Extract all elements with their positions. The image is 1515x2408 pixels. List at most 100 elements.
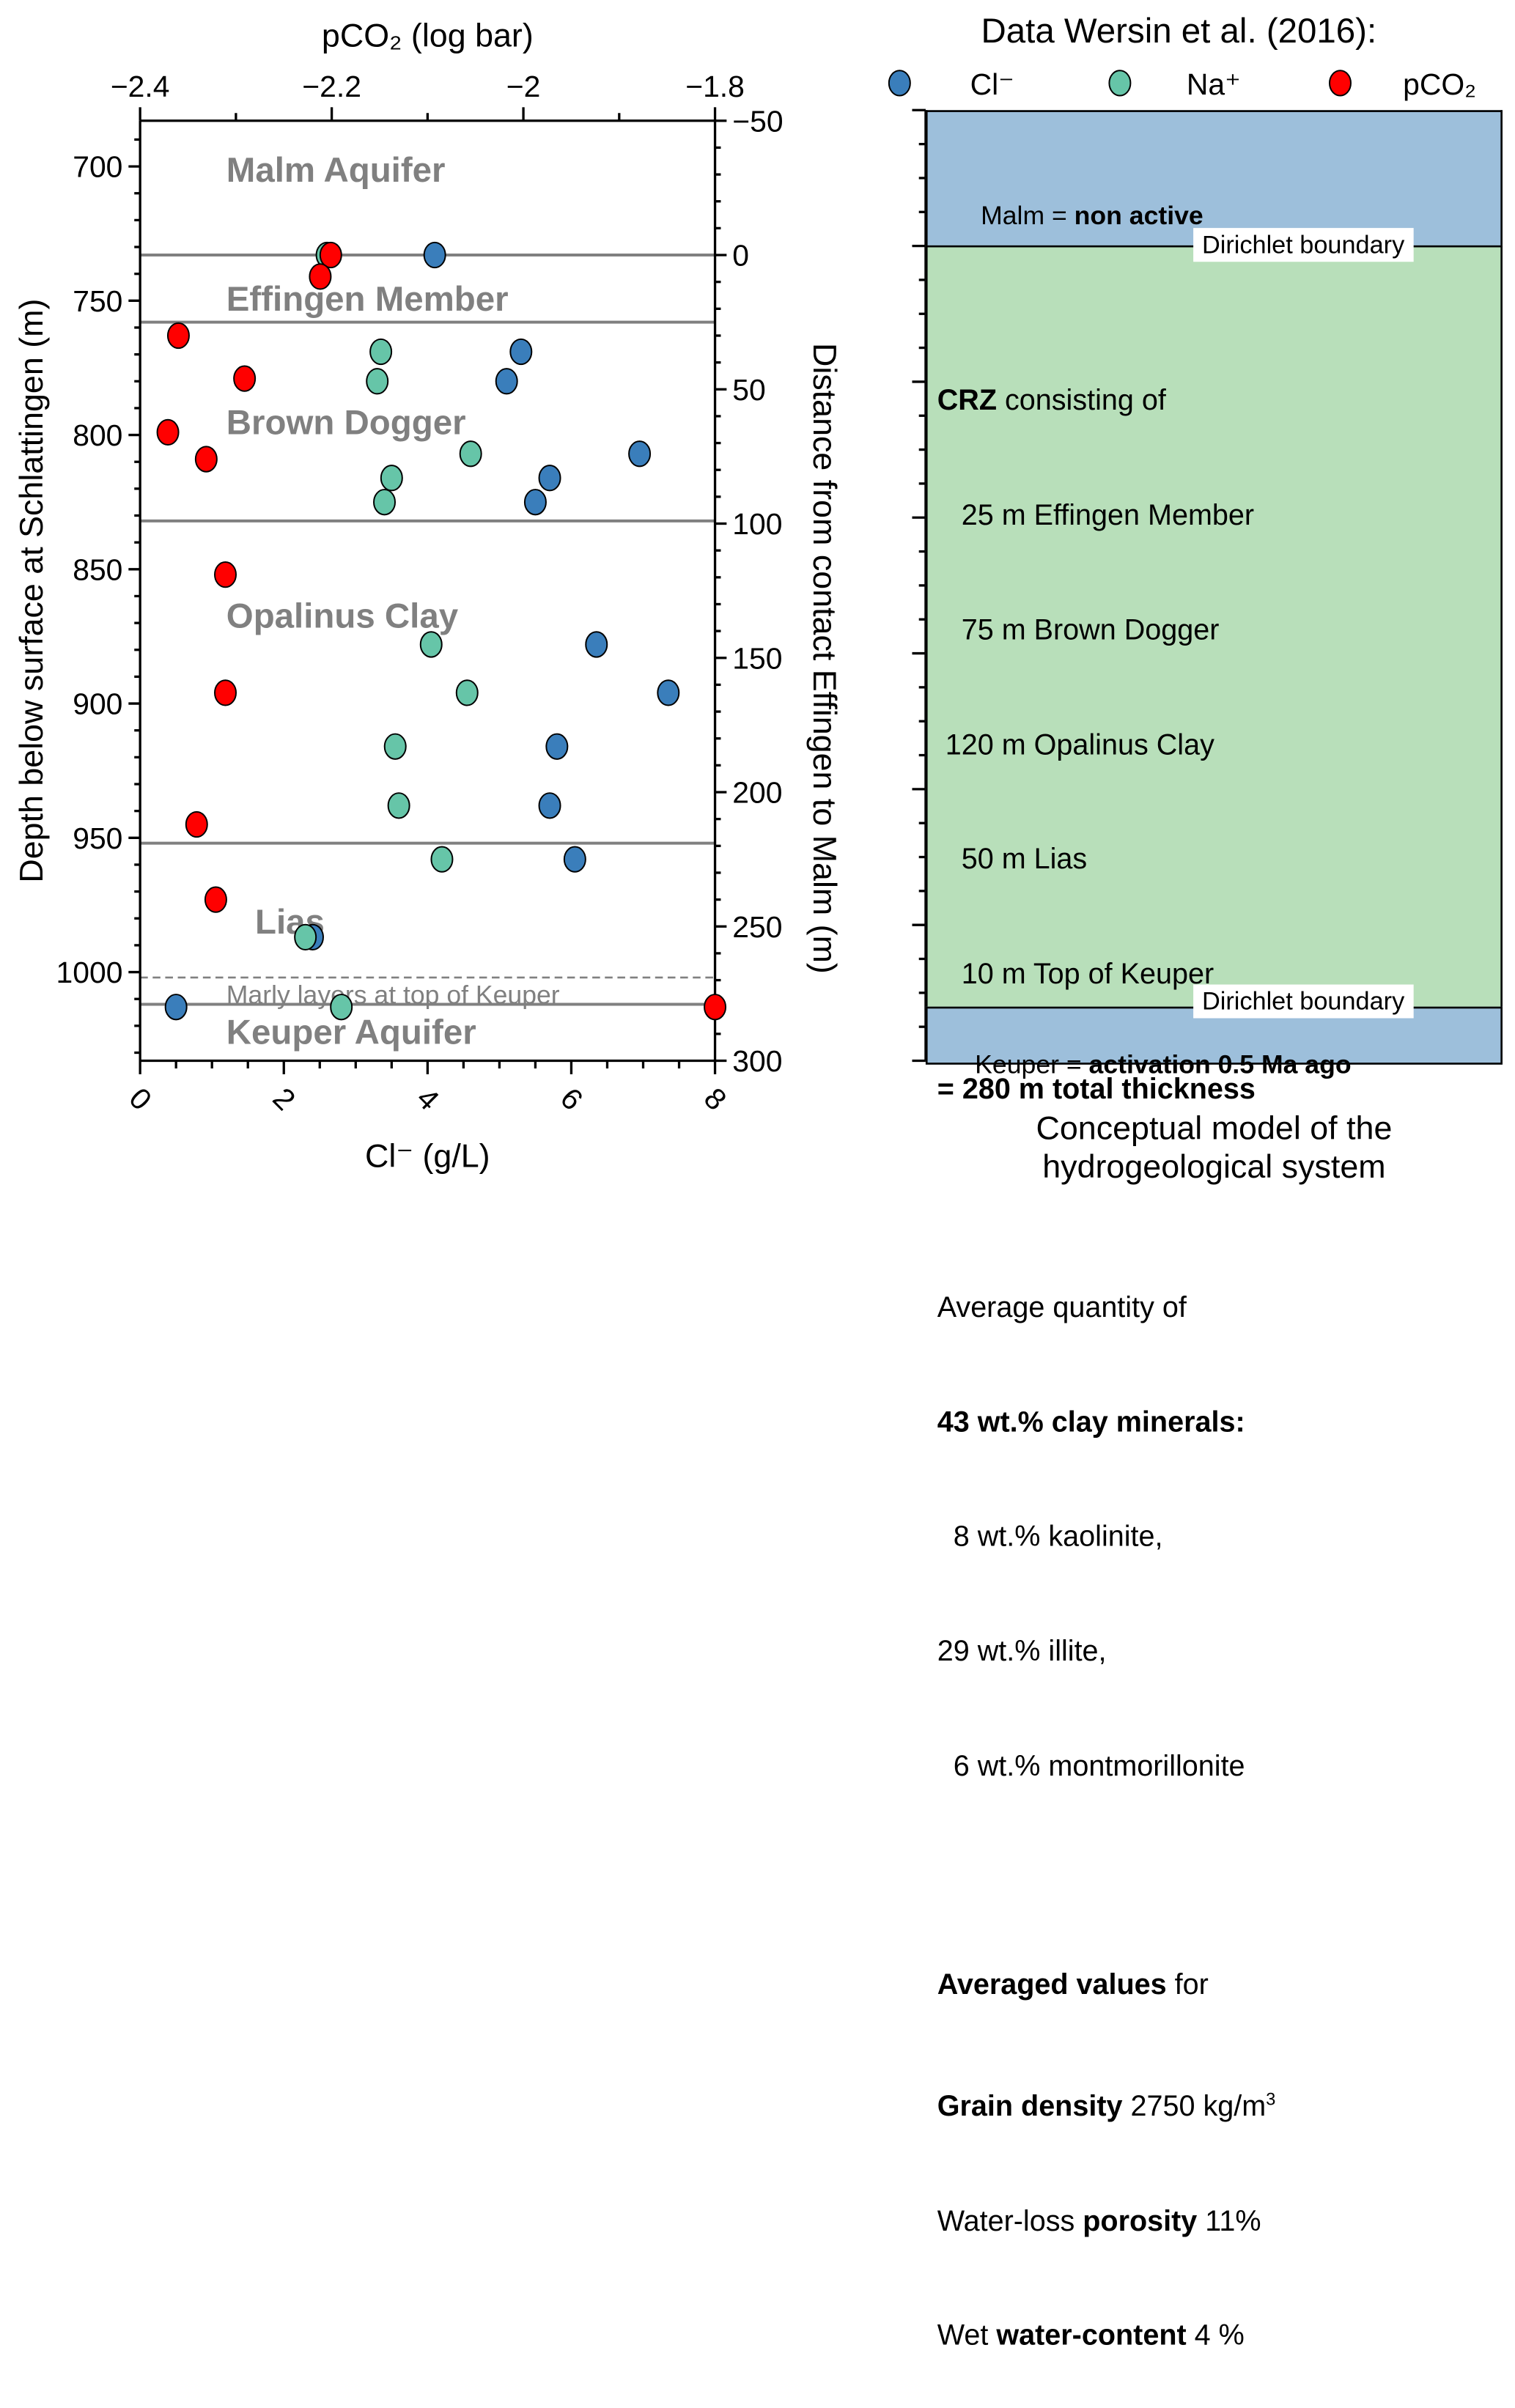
- cl-data-point: [423, 241, 446, 269]
- x-top-tick-label: −1.8: [685, 70, 745, 103]
- x-bottom-tick-label: 2: [267, 1081, 303, 1117]
- x-bottom-tick-label: 6: [554, 1081, 590, 1117]
- legend-label: Cl⁻: [970, 67, 1014, 101]
- formation-label: Opalinus Clay: [226, 597, 459, 635]
- y-left-tick-label: 700: [73, 150, 122, 184]
- na-data-point: [383, 733, 407, 760]
- na-data-point: [380, 465, 403, 492]
- y-right-tick-label: −50: [732, 104, 783, 138]
- cl-data-point: [538, 792, 561, 819]
- na-data-point: [330, 994, 353, 1021]
- na-data-point: [459, 440, 482, 468]
- y-left-tick-label: 900: [73, 687, 122, 721]
- averaged-values-heading: Averaged values for: [937, 1968, 1209, 2001]
- crz-layer: 75 m Brown Dogger: [937, 614, 1220, 646]
- formation-label: Keuper Aquifer: [226, 1013, 476, 1052]
- porosity: Water-loss porosity 11%: [937, 2205, 1261, 2237]
- scatter-plot: Malm Aquifer Effingen Member Brown Dogger O…: [13, 12, 1476, 1175]
- clay-minerals: 43 wt.% clay minerals:: [937, 1406, 1245, 1438]
- x-top-tick-label: −2.4: [111, 70, 170, 103]
- figure: Malm Aquifer Effingen Member Brown Dogger O…: [13, 12, 1503, 2352]
- cl-data-point: [628, 440, 652, 468]
- crz-layer: 120 m Opalinus Clay: [937, 728, 1214, 761]
- model-top-zone: [925, 110, 1503, 248]
- na-data-point: [366, 368, 389, 395]
- crz-total: = 280 m total thickness: [937, 1073, 1256, 1105]
- malm-zone-text: Malm = non active: [981, 200, 1203, 230]
- pco2-data-point: [319, 241, 342, 269]
- y-right-tick-label: 100: [732, 507, 782, 541]
- x-top-tick-label: −2.2: [302, 70, 361, 103]
- y-left-tick-label: 800: [73, 418, 122, 452]
- cl-data-point: [563, 846, 586, 873]
- legend-marker: [888, 70, 911, 97]
- y-right-tick-label: 200: [732, 776, 782, 810]
- water-content: Wet water-content 4 %: [937, 2319, 1245, 2352]
- na-data-point: [294, 923, 317, 951]
- pco2-data-point: [704, 994, 727, 1021]
- mineral-item: 29 wt.% illite,: [937, 1636, 1107, 1668]
- cl-data-point: [585, 631, 608, 658]
- keuper-zone-text: Keuper = activation 0.5 Ma ago: [975, 1049, 1352, 1079]
- y-left-tick-label: 1000: [56, 956, 123, 989]
- cl-data-point: [538, 465, 561, 492]
- dirichlet-boundary-label-bottom: Dirichlet boundary: [1193, 984, 1414, 1019]
- pco2-data-point: [233, 365, 257, 392]
- crz-layer: 10 m Top of Keuper: [937, 958, 1214, 991]
- na-data-point: [373, 489, 397, 516]
- model-middle-zone: [925, 245, 1503, 1009]
- avg-quantity-label: Average quantity of: [937, 1291, 1187, 1323]
- x-bottom-tick-label: 8: [698, 1081, 734, 1117]
- formation-label: Effingen Member: [226, 280, 509, 319]
- pco2-data-point: [214, 561, 237, 588]
- crz-heading: CRZ consisting of: [937, 384, 1166, 417]
- na-data-point: [369, 338, 393, 366]
- pco2-data-point: [166, 322, 190, 350]
- y-left-tick-label: 850: [73, 553, 122, 586]
- na-data-point: [455, 679, 479, 706]
- na-data-point: [430, 846, 454, 873]
- cl-data-point: [657, 679, 680, 706]
- y-right-tick-label: 0: [732, 239, 749, 273]
- x-top-tick-label: −2: [506, 70, 541, 103]
- y-right-tick-label: 50: [732, 373, 765, 407]
- cl-data-point: [164, 994, 188, 1021]
- legend-label: Na⁺: [1187, 67, 1241, 101]
- y-left-tick-label: 750: [73, 284, 122, 318]
- y-left-tick-label: 950: [73, 821, 122, 855]
- y-right-axis-label: Distance from contact Effingen to Malm (…: [806, 343, 843, 974]
- x-bottom-tick-label: 0: [122, 1081, 158, 1117]
- y-right-tick-label: 300: [732, 1044, 782, 1078]
- mineral-item: 8 wt.% kaolinite,: [937, 1521, 1163, 1554]
- formation-label: Brown Dogger: [226, 403, 466, 442]
- legend-label: pCO₂: [1403, 67, 1476, 101]
- pco2-data-point: [185, 810, 208, 838]
- model-caption: Conceptual model of the hydrogeological …: [1036, 1109, 1393, 1186]
- cl-data-point: [495, 368, 518, 395]
- crz-layer: 25 m Effingen Member: [937, 499, 1255, 532]
- grain-density: Grain density 2750 kg/m3: [937, 2089, 1276, 2122]
- cl-data-point: [509, 338, 533, 366]
- crz-description: CRZ consisting of 25 m Effingen Member 7…: [937, 306, 1276, 2408]
- legend-title: Data Wersin et al. (2016):: [981, 12, 1377, 51]
- x-bottom-tick-label: 4: [410, 1081, 446, 1117]
- mineral-item: 6 wt.% montmorillonite: [937, 1750, 1245, 1783]
- legend-marker: [1108, 70, 1132, 97]
- cl-data-point: [523, 489, 547, 516]
- dirichlet-boundary-label-top: Dirichlet boundary: [1193, 228, 1414, 262]
- pco2-data-point: [214, 679, 237, 706]
- cl-data-point: [545, 733, 569, 760]
- y-right-tick-label: 150: [732, 641, 782, 675]
- legend-marker: [1328, 70, 1352, 97]
- na-data-point: [419, 631, 443, 658]
- x-top-axis-label: pCO₂ (log bar): [322, 17, 534, 53]
- pco2-data-point: [309, 263, 332, 290]
- x-bottom-axis-label: Cl⁻ (g/L): [365, 1138, 490, 1175]
- y-left-axis-label: Depth below surface at Schlattingen (m): [13, 299, 50, 883]
- crz-layer: 50 m Lias: [937, 843, 1088, 876]
- na-data-point: [387, 792, 410, 819]
- formation-label: Marly layers at top of Keuper: [226, 980, 560, 1009]
- formation-label: Malm Aquifer: [226, 151, 446, 190]
- y-right-tick-label: 250: [732, 910, 782, 944]
- pco2-data-point: [156, 418, 180, 446]
